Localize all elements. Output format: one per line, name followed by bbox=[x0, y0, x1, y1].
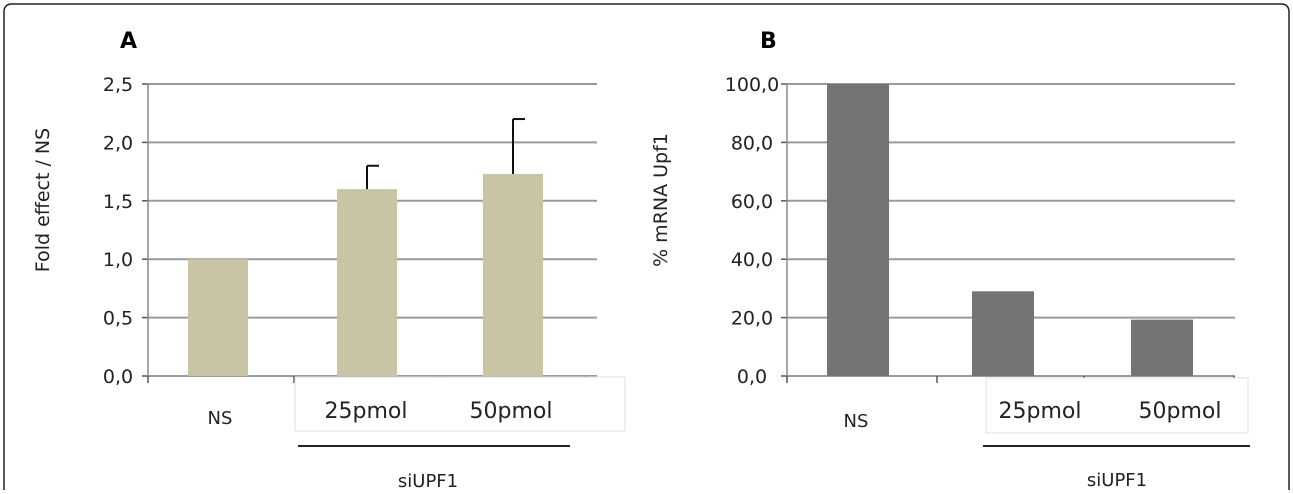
panel-a-ylabel: Fold effect / NS bbox=[32, 128, 54, 272]
panel-a-group-label: siUPF1 bbox=[398, 471, 458, 490]
panel-a-bar-ns bbox=[188, 259, 248, 376]
panel-a-label: A bbox=[120, 29, 137, 54]
panel-b-ytick-label: 0,0 bbox=[737, 366, 767, 388]
panel-b-ytick-label: 100,0 bbox=[725, 74, 779, 96]
panel-b-ytick-label: 40,0 bbox=[731, 249, 773, 271]
panel-a-cat-ns: NS bbox=[208, 408, 233, 429]
panel-b-group-label: siUPF1 bbox=[1087, 470, 1147, 490]
panel-b-group-box bbox=[985, 377, 1249, 434]
panel-b-bar-50pmol bbox=[1131, 319, 1193, 376]
panel-a-ytick-labels: 0,0 0,5 1,0 1,5 2,0 2,5 bbox=[103, 74, 133, 388]
panel-b-cat-ns: NS bbox=[844, 411, 869, 432]
panel-b-label: B bbox=[760, 29, 777, 54]
panel-a-ytick-label: 0,0 bbox=[103, 366, 133, 388]
panel-b: B % mRNA Upf1 0,0 20,0 40,0 60,0 80,0 100,0 N… bbox=[650, 29, 1250, 491]
panel-b-ytick-label: 20,0 bbox=[731, 308, 773, 330]
panel-a-ytick-label: 1,5 bbox=[103, 191, 133, 213]
panel-a-ytick-label: 0,5 bbox=[103, 308, 133, 330]
panel-a-cat-50pmol: 50pmol bbox=[470, 399, 553, 424]
panel-a-bar-25pmol bbox=[337, 189, 397, 376]
panel-b-bars bbox=[827, 84, 1193, 376]
panel-b-bar-ns bbox=[827, 84, 889, 376]
panel-a-group-box bbox=[294, 376, 626, 432]
panel-b-bar-25pmol bbox=[972, 291, 1034, 376]
figure-frame bbox=[3, 3, 1290, 490]
panel-b-ytick-labels: 0,0 20,0 40,0 60,0 80,0 100,0 bbox=[725, 74, 779, 388]
panel-b-cat-25pmol: 25pmol bbox=[999, 399, 1082, 424]
panel-a-ytick-label: 1,0 bbox=[103, 249, 133, 271]
panel-a-bars bbox=[188, 173, 543, 376]
panel-b-cat-50pmol: 50pmol bbox=[1139, 399, 1222, 424]
panel-b-ytick-label: 60,0 bbox=[731, 191, 773, 213]
panel-a-bar-50pmol bbox=[483, 173, 543, 376]
panel-b-ytick-label: 80,0 bbox=[731, 132, 773, 154]
panel-a: A Fold effect / NS 0,0 0,5 1,0 1,5 2,0 2,5 NS… bbox=[32, 29, 626, 492]
panel-a-ytick-label: 2,5 bbox=[103, 74, 133, 96]
panel-a-cat-25pmol: 25pmol bbox=[325, 399, 408, 424]
panel-b-ylabel: % mRNA Upf1 bbox=[650, 133, 672, 267]
panel-a-ytick-label: 2,0 bbox=[103, 132, 133, 154]
panel-a-error-bars bbox=[366, 118, 525, 190]
